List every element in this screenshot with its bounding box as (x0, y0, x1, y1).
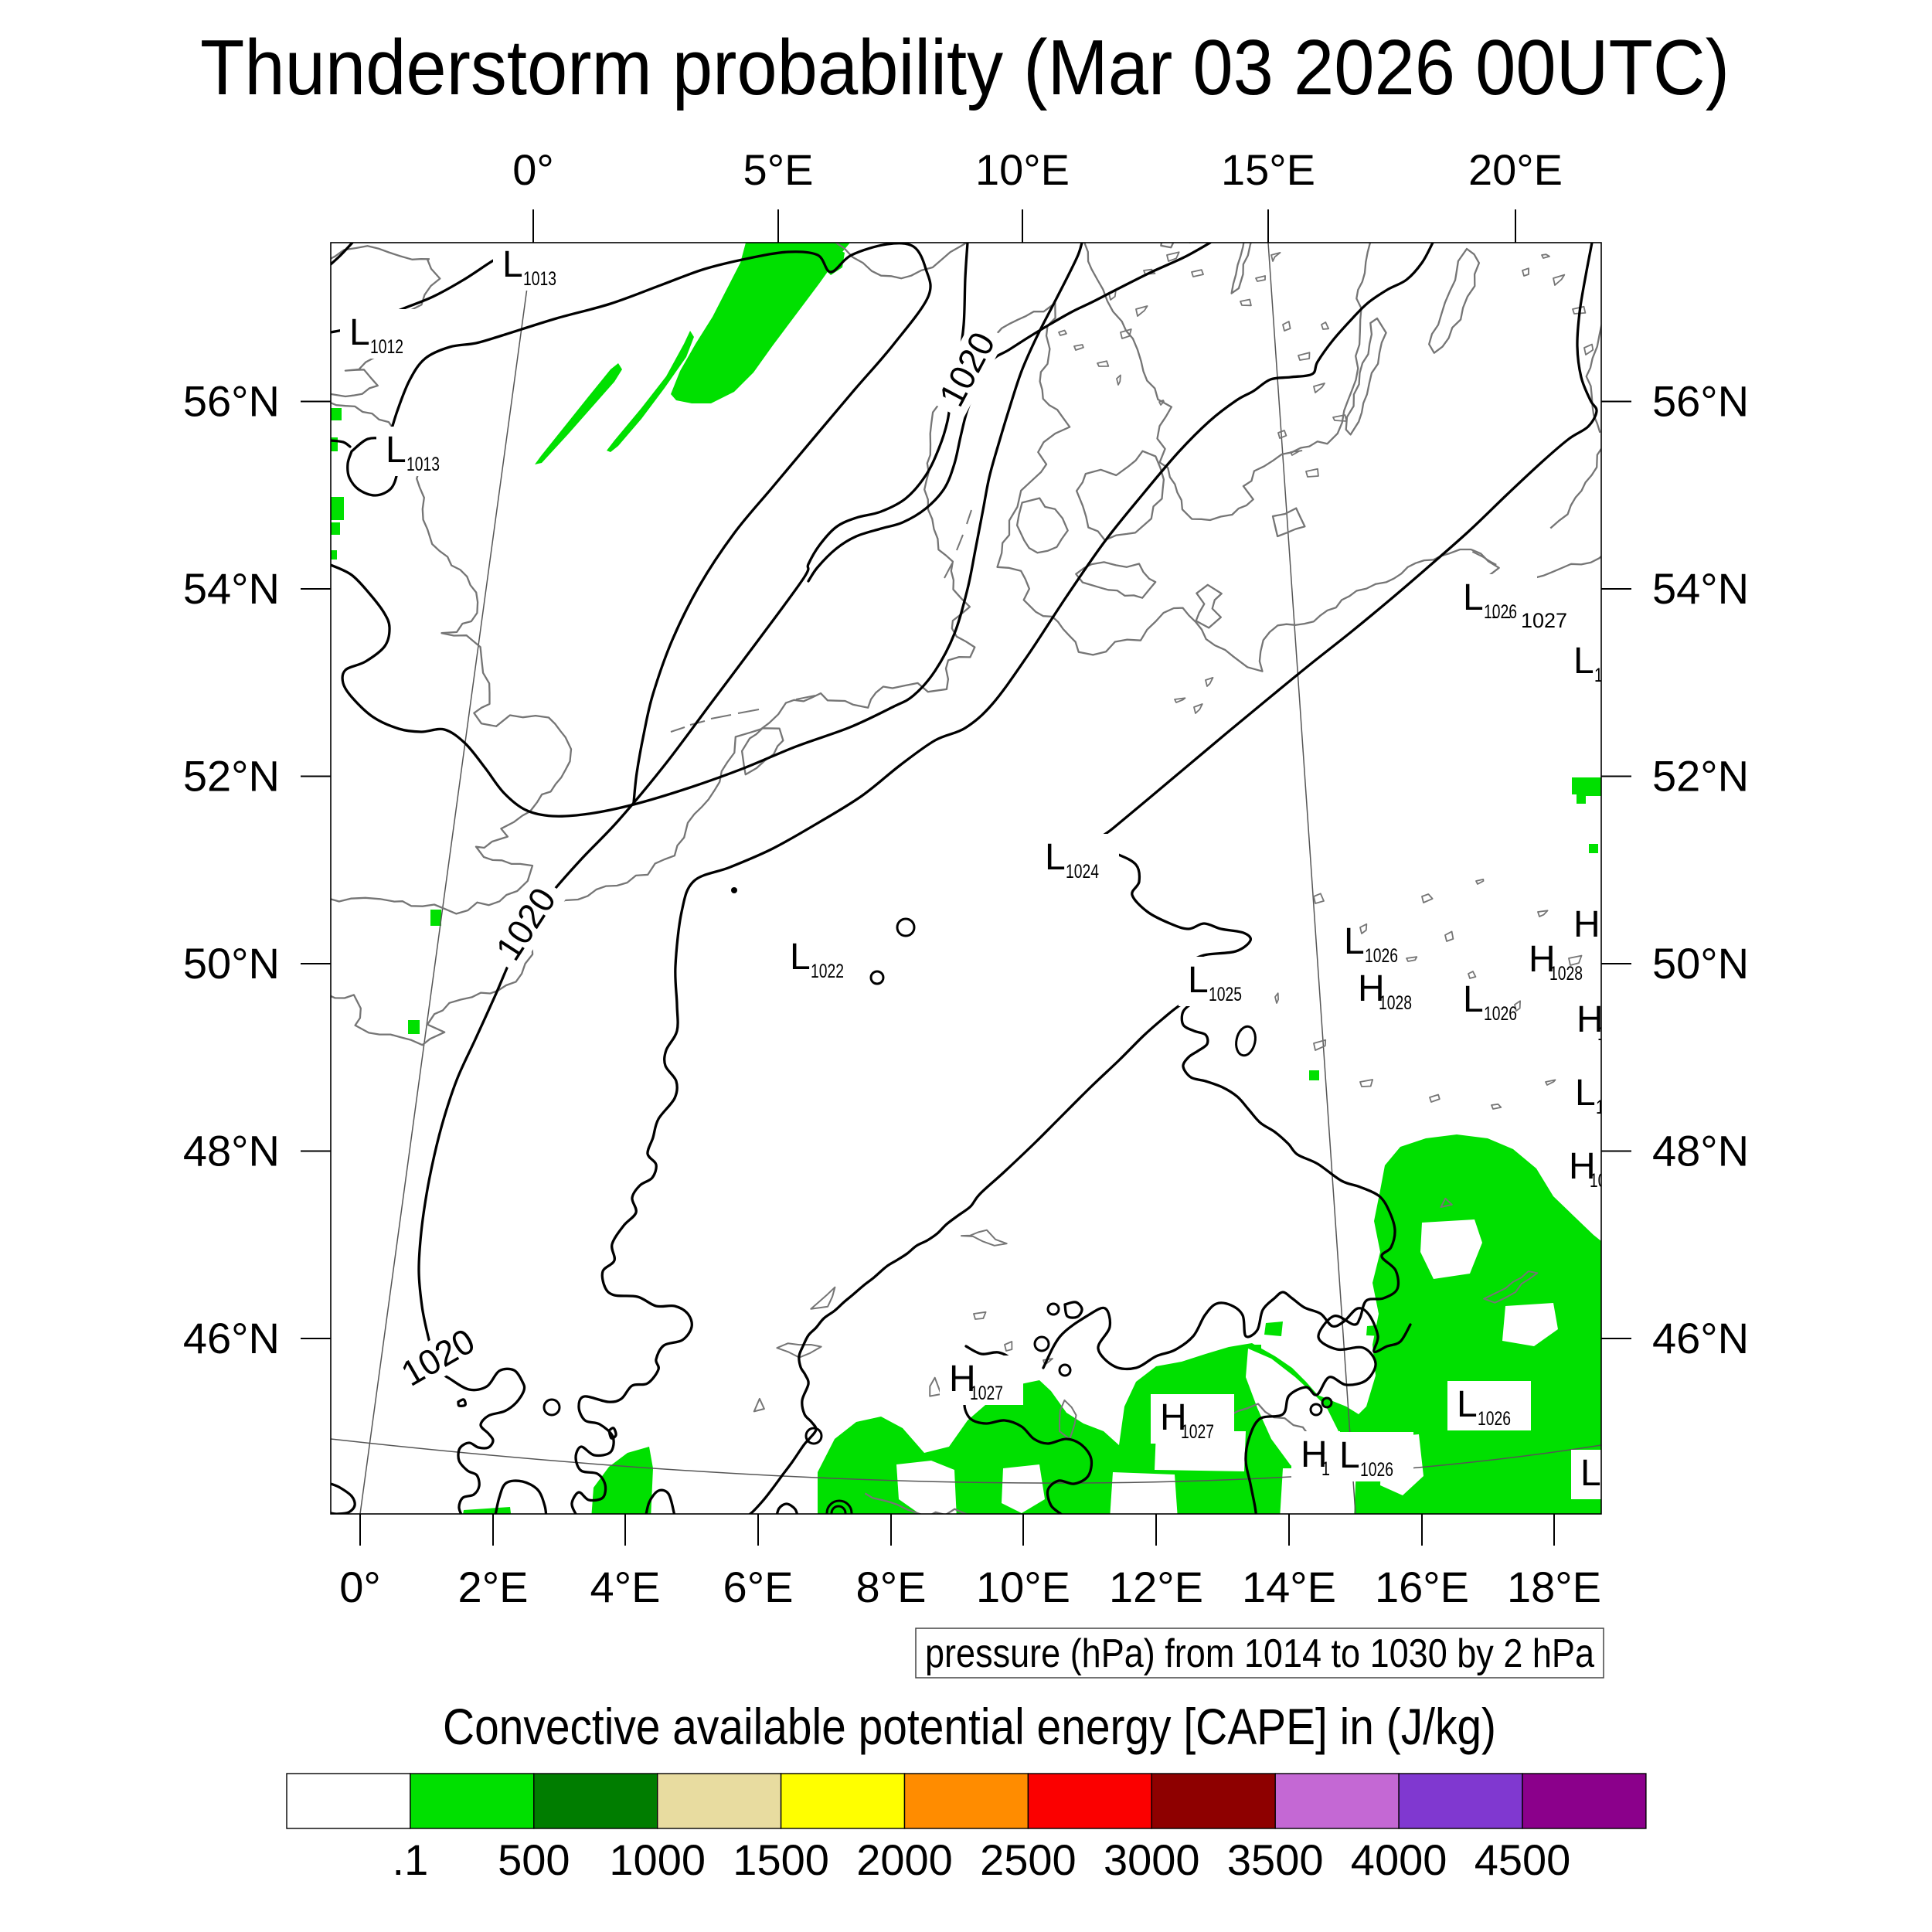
svg-text:Thunderstorm probability (Mar: Thunderstorm probability (Mar 03 2026 00… (200, 25, 1730, 111)
svg-text:4°E: 4°E (590, 1563, 661, 1611)
svg-text:H: H (1577, 999, 1604, 1040)
svg-text:18°E: 18°E (1507, 1563, 1601, 1611)
svg-text:8°E: 8°E (856, 1563, 927, 1611)
svg-text:56°N: 56°N (1652, 377, 1749, 426)
svg-text:1022: 1022 (811, 961, 844, 982)
svg-text:54°N: 54°N (1652, 564, 1749, 613)
svg-text:1012: 1012 (370, 336, 403, 358)
svg-text:pressure (hPa) from 1014 to 10: pressure (hPa) from 1014 to 1030 by 2 hP… (925, 1631, 1594, 1676)
svg-text:H: H (1569, 1146, 1596, 1187)
svg-text:1026: 1026 (1478, 1408, 1511, 1430)
svg-text:1025: 1025 (1209, 984, 1242, 1005)
svg-text:.1: .1 (393, 1835, 429, 1884)
svg-text:L: L (1457, 1384, 1478, 1425)
svg-text:L: L (349, 312, 370, 353)
svg-text:H: H (949, 1359, 976, 1400)
svg-text:1024: 1024 (1066, 861, 1099, 883)
svg-text:3500: 3500 (1227, 1835, 1324, 1884)
svg-text:6°E: 6°E (723, 1563, 794, 1611)
svg-text:20°E: 20°E (1468, 145, 1563, 194)
svg-text:10: 10 (1597, 1023, 1614, 1045)
svg-text:L: L (1344, 921, 1365, 962)
svg-text:48°N: 48°N (183, 1127, 280, 1175)
svg-text:10°E: 10°E (976, 1563, 1070, 1611)
svg-text:H: H (1573, 904, 1600, 945)
svg-text:16°E: 16°E (1375, 1563, 1469, 1611)
svg-text:4000: 4000 (1351, 1835, 1447, 1884)
svg-text:14°E: 14°E (1242, 1563, 1336, 1611)
svg-text:1027: 1027 (1181, 1421, 1214, 1443)
svg-text:2500: 2500 (980, 1835, 1077, 1884)
svg-text:3000: 3000 (1104, 1835, 1200, 1884)
svg-text:1013: 1013 (406, 454, 440, 475)
svg-text:4500: 4500 (1475, 1835, 1571, 1884)
svg-text:10: 10 (1594, 665, 1611, 686)
svg-text:L: L (1463, 577, 1484, 618)
svg-text:1013: 1013 (523, 268, 556, 290)
svg-text:L: L (1580, 1453, 1601, 1494)
svg-text:L: L (790, 937, 811, 978)
svg-text:L: L (1188, 960, 1209, 1001)
svg-text:46°N: 46°N (1652, 1314, 1749, 1362)
svg-text:50°N: 50°N (1652, 939, 1749, 988)
svg-text:48°N: 48°N (1652, 1127, 1749, 1175)
svg-text:102: 102 (1590, 1170, 1614, 1192)
svg-text:1026: 1026 (1484, 601, 1517, 623)
svg-text:L: L (1045, 837, 1066, 878)
svg-text:L: L (1575, 1073, 1596, 1114)
svg-text:52°N: 52°N (1652, 752, 1749, 801)
svg-text:H: H (1160, 1397, 1187, 1438)
svg-text:50°N: 50°N (183, 939, 280, 988)
svg-text:1026: 1026 (1360, 1459, 1393, 1481)
svg-text:56°N: 56°N (183, 377, 280, 426)
svg-text:1: 1 (1321, 1458, 1330, 1480)
svg-text:15°E: 15°E (1221, 145, 1315, 194)
svg-text:H: H (1301, 1434, 1328, 1475)
svg-text:500: 500 (498, 1835, 570, 1884)
svg-text:L: L (502, 244, 523, 285)
svg-text:12°E: 12°E (1109, 1563, 1203, 1611)
svg-text:2000: 2000 (856, 1835, 953, 1884)
svg-text:10: 10 (1596, 1097, 1613, 1118)
svg-text:H: H (1529, 939, 1556, 980)
svg-text:0°: 0° (512, 145, 554, 194)
svg-text:L: L (1339, 1435, 1360, 1476)
svg-text:46°N: 46°N (183, 1314, 280, 1362)
svg-text:L: L (386, 430, 406, 471)
svg-text:L: L (1463, 979, 1484, 1020)
svg-text:10°E: 10°E (975, 145, 1070, 194)
svg-text:1500: 1500 (733, 1835, 829, 1884)
svg-text:1026: 1026 (1365, 945, 1398, 967)
svg-text:1028: 1028 (1549, 963, 1583, 985)
svg-text:52°N: 52°N (183, 752, 280, 801)
svg-text:1027: 1027 (1521, 609, 1567, 632)
svg-text:- -: - - (1492, 604, 1511, 628)
svg-text:1028: 1028 (1379, 992, 1412, 1014)
svg-text:L: L (1573, 641, 1594, 682)
svg-text:H: H (1358, 968, 1385, 1009)
svg-text:1000: 1000 (609, 1835, 706, 1884)
svg-text:54°N: 54°N (183, 564, 280, 613)
svg-text:2°E: 2°E (458, 1563, 529, 1611)
svg-text:1026: 1026 (1484, 1003, 1517, 1025)
svg-text:1027: 1027 (970, 1383, 1003, 1404)
svg-text:Convective available potential: Convective available potential energy [C… (443, 1698, 1496, 1755)
svg-text:5°E: 5°E (743, 145, 814, 194)
svg-text:0°: 0° (339, 1563, 381, 1611)
